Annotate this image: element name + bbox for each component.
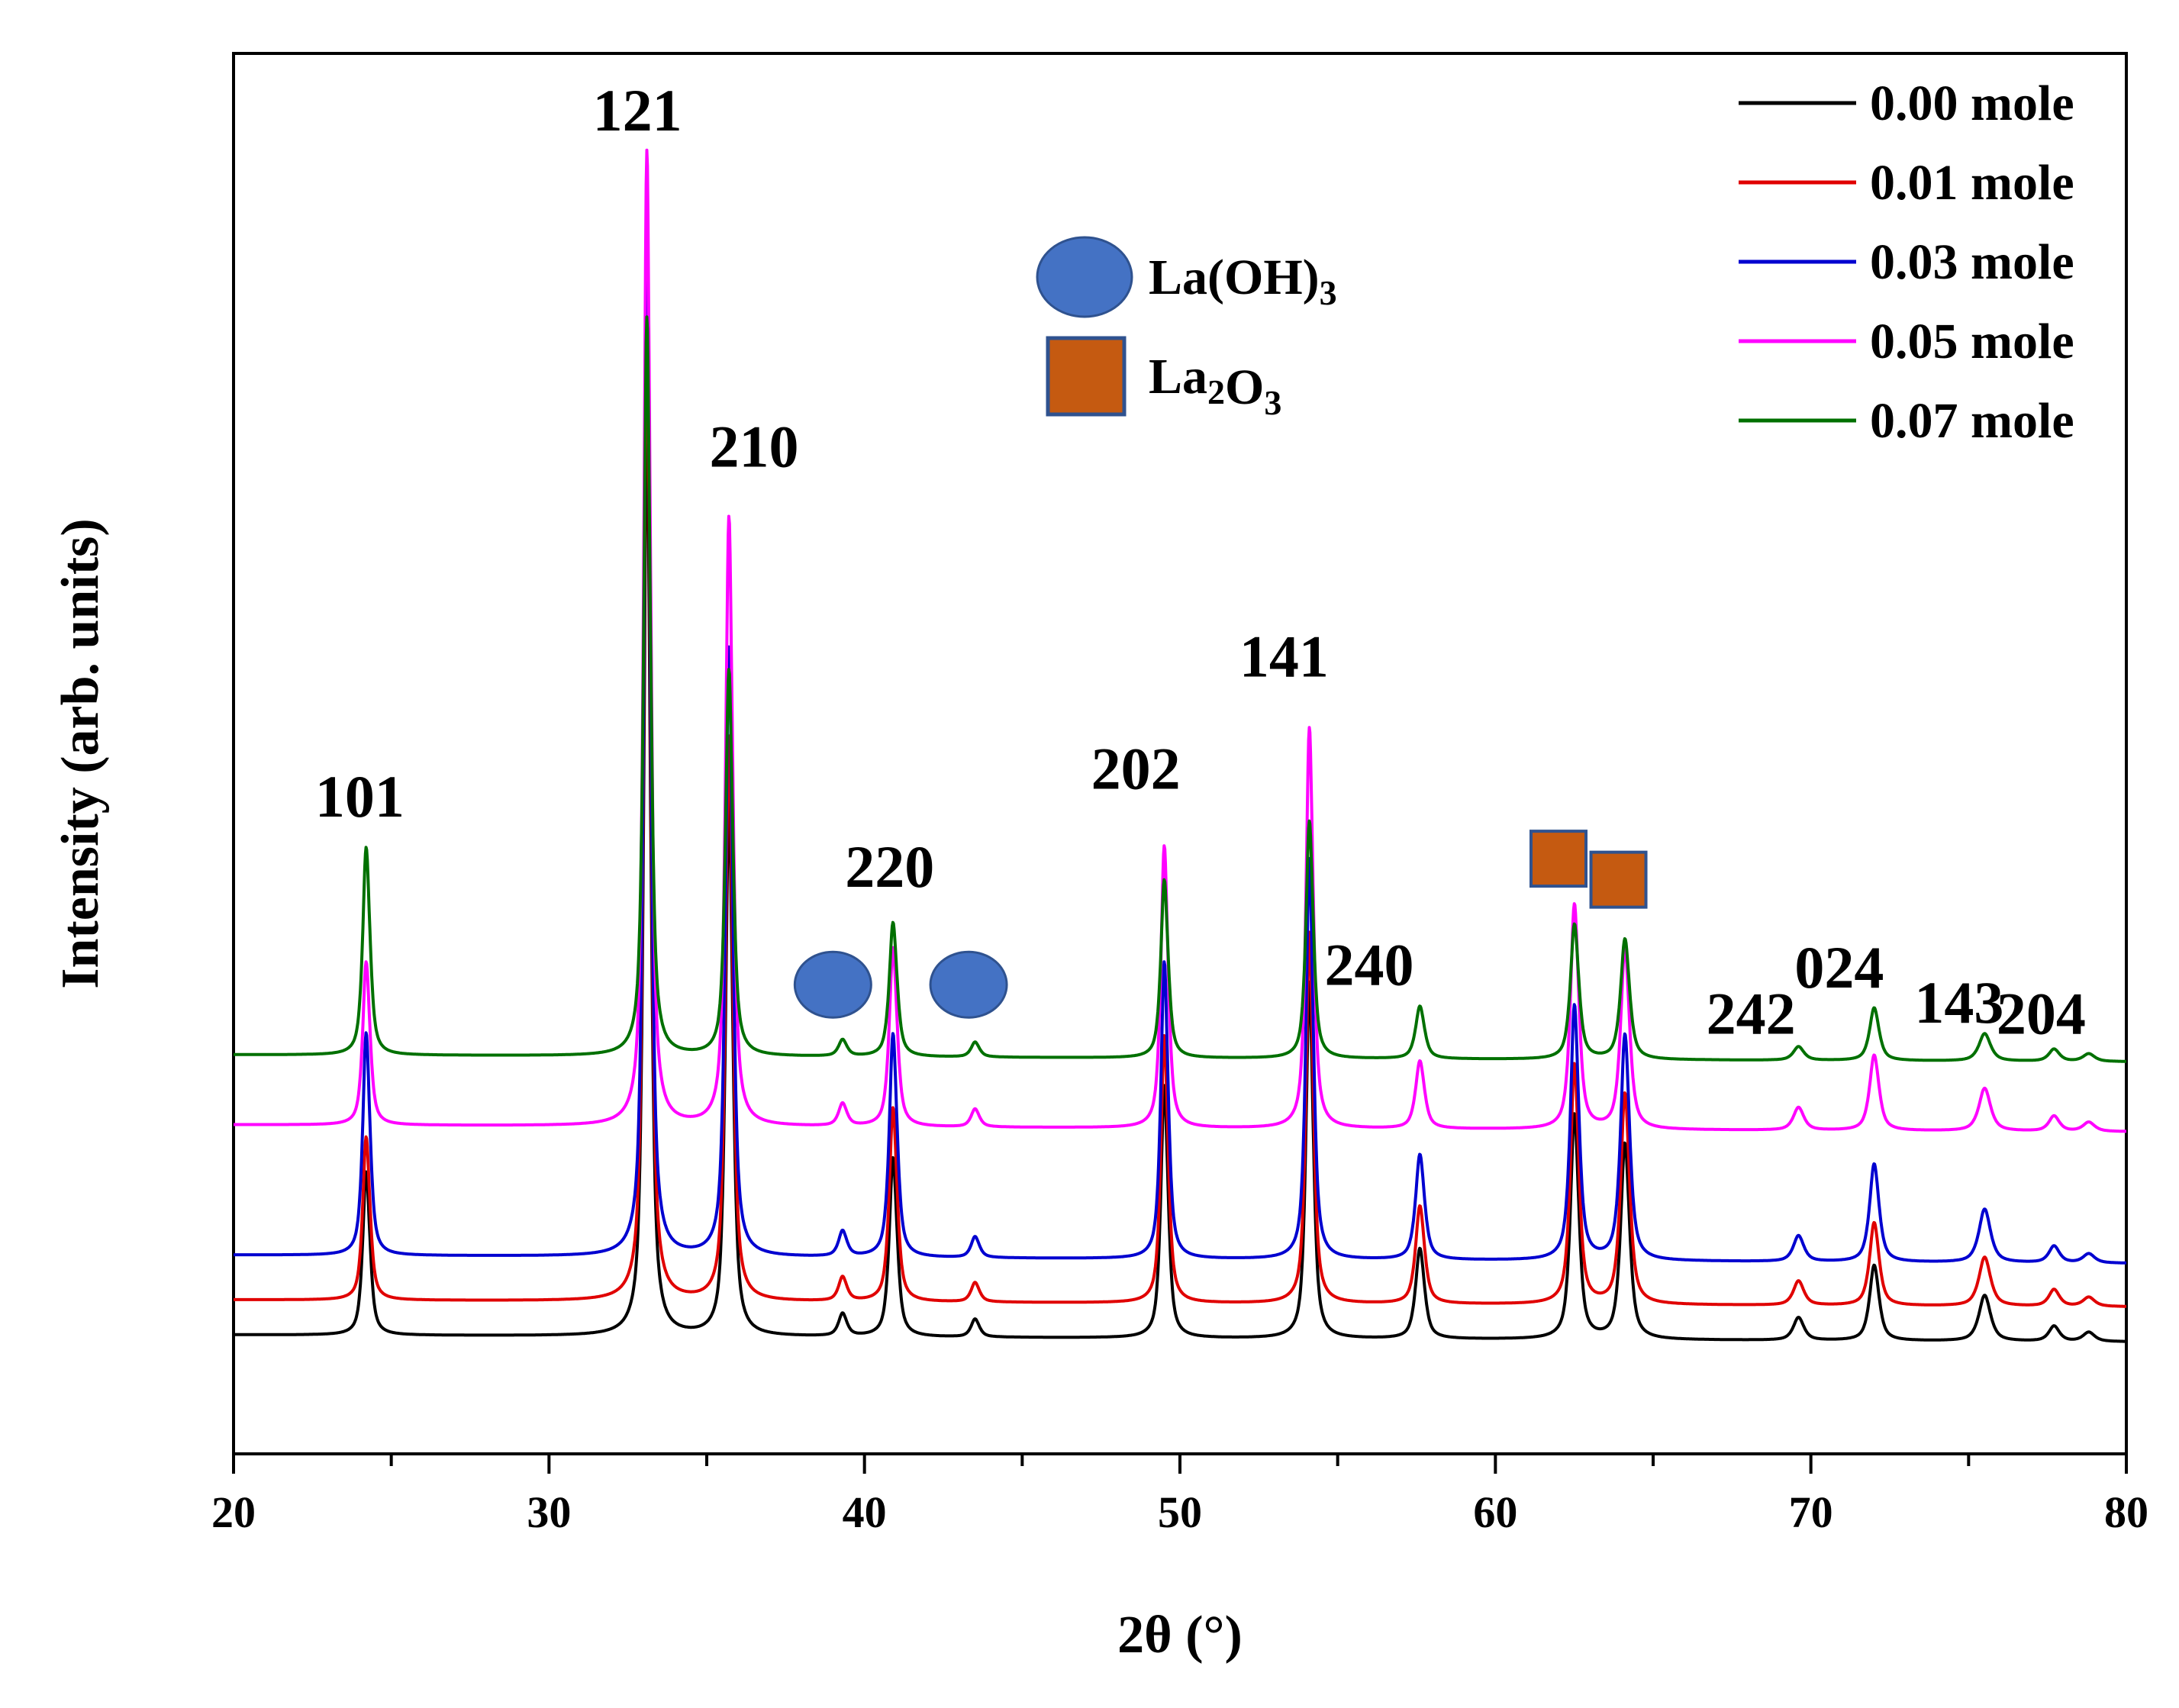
series-line-005 [232,148,2128,1133]
peak-label: 143 [1914,969,2003,1036]
peak-label: 121 [593,77,682,143]
legend-label: 0.03 mole [1870,234,2074,290]
x-axis-label: 2θ (°) [1117,1606,1243,1664]
series-line-003 [232,250,2128,1265]
la-oh3-legend-icon [1036,236,1133,318]
la-oh3-marker [793,950,872,1019]
series-line-001 [232,308,2128,1308]
peak-label: 242 [1707,981,1796,1047]
legend-label: 0.07 mole [1870,393,2074,449]
x-axis-ticks: 20 30 40 50 60 70 80 [211,1454,2148,1537]
phase-legend: La(OH)3 La2O3 [1036,236,1337,422]
series-layer [232,148,2128,1343]
peak-label: 101 [315,763,405,830]
legend-label: 0.01 mole [1870,155,2074,211]
phase-legend-label: La2O3 [1149,349,1281,422]
legend-label: 0.00 mole [1870,76,2074,131]
phase-markers [793,830,1648,1019]
x-tick-label: 20 [211,1487,256,1537]
x-tick-label: 70 [1789,1487,1833,1537]
peak-label: 202 [1091,735,1181,801]
peak-label: 220 [845,833,934,900]
la2o3-legend-icon [1046,336,1127,417]
la-oh3-marker [929,950,1008,1019]
series-legend: 0.00 mole 0.01 mole 0.03 mole 0.05 mole 0.07… [1739,76,2074,449]
la2o3-marker [1529,830,1588,888]
peak-label: 024 [1794,934,1884,1001]
x-tick-label: 40 [843,1487,887,1537]
series-line-000 [232,403,2128,1343]
y-axis-label: Intensity (arb. units) [51,518,110,988]
peak-label: 141 [1239,624,1329,690]
x-tick-label: 60 [1473,1487,1517,1537]
x-tick-label: 80 [2104,1487,2148,1537]
peak-label: 240 [1325,931,1414,997]
legend-label: 0.05 mole [1870,314,2074,369]
la2o3-marker [1589,850,1648,909]
phase-legend-label: La(OH)3 [1149,250,1337,312]
peak-label: 210 [710,413,799,479]
x-tick-label: 30 [527,1487,571,1537]
x-tick-label: 50 [1158,1487,1202,1537]
peak-label: 204 [1997,981,2086,1047]
series-line-007 [232,315,2128,1063]
